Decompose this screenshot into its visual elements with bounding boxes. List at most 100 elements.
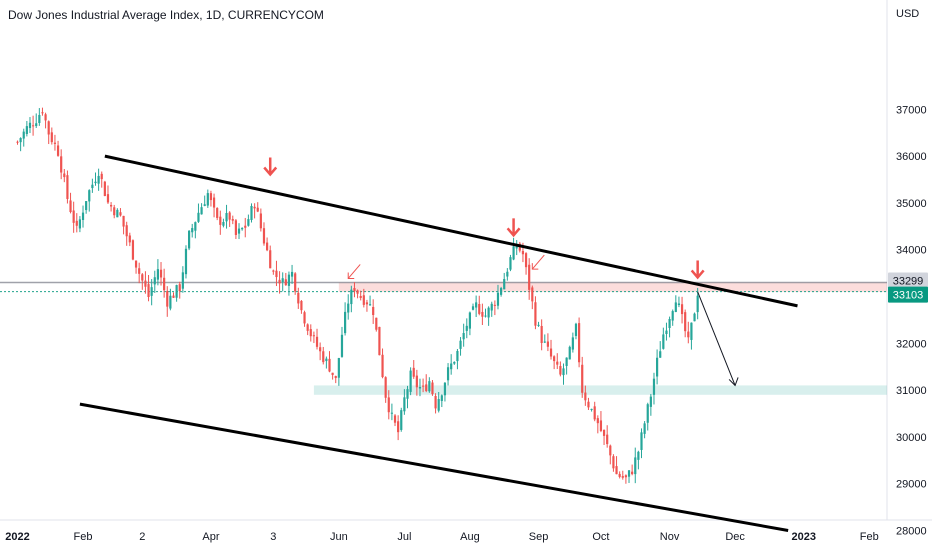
price-tag-label: 33103 bbox=[893, 290, 924, 302]
price-axis[interactable]: 3700036000350003400033000320003100030000… bbox=[896, 104, 927, 537]
candle-body bbox=[131, 240, 135, 260]
candle-body bbox=[66, 175, 69, 199]
candle-body bbox=[294, 273, 297, 292]
support-zone bbox=[313, 385, 887, 395]
candle-body bbox=[328, 358, 331, 372]
candle-body bbox=[19, 138, 22, 143]
candle-body bbox=[568, 346, 571, 360]
candle-body bbox=[22, 131, 25, 139]
candle-body bbox=[334, 375, 337, 379]
y-tick-label: 37000 bbox=[896, 104, 927, 116]
candle-body bbox=[634, 457, 637, 475]
candle-body bbox=[559, 366, 562, 375]
candle-body bbox=[35, 123, 38, 127]
candle-body bbox=[106, 194, 110, 203]
candle-body bbox=[662, 334, 665, 349]
candle-body bbox=[275, 270, 278, 278]
candle-body bbox=[200, 207, 203, 215]
candle-body bbox=[78, 219, 81, 229]
candle-body bbox=[490, 303, 493, 311]
candle-body bbox=[128, 235, 131, 243]
candle-body bbox=[496, 292, 500, 306]
candle-body bbox=[337, 358, 340, 378]
candle-body bbox=[537, 324, 540, 326]
candle-body bbox=[284, 279, 287, 286]
candle-body bbox=[440, 395, 443, 401]
candle-body bbox=[471, 306, 475, 310]
candle-body bbox=[184, 248, 188, 275]
small-red-arrow-head bbox=[347, 272, 355, 279]
candle-body bbox=[671, 311, 674, 321]
candle-body bbox=[269, 250, 272, 269]
candle-body bbox=[425, 384, 428, 391]
candle-body bbox=[85, 201, 88, 211]
candle-body bbox=[565, 357, 568, 366]
candle-body bbox=[281, 278, 284, 282]
candle-body bbox=[303, 312, 306, 324]
candle-body bbox=[94, 181, 97, 184]
candle-body bbox=[528, 264, 531, 290]
candle-body bbox=[119, 212, 122, 216]
candle-body bbox=[203, 204, 206, 206]
candle-body bbox=[684, 312, 687, 332]
candle-body bbox=[353, 288, 356, 292]
candle-body bbox=[38, 114, 41, 123]
candle-body bbox=[110, 204, 113, 207]
candle-body bbox=[222, 222, 225, 226]
annotations-layer bbox=[79, 154, 798, 532]
candle-body bbox=[97, 175, 100, 184]
candle-body bbox=[322, 351, 325, 363]
candle-body bbox=[350, 289, 353, 305]
candle-body bbox=[300, 300, 303, 311]
candle-body bbox=[553, 356, 556, 362]
candle-body bbox=[593, 406, 596, 420]
candle-body bbox=[581, 364, 584, 393]
candle-body bbox=[606, 434, 609, 445]
candle-body bbox=[602, 429, 606, 436]
candle-body bbox=[612, 456, 615, 469]
candle-body bbox=[25, 126, 28, 134]
candle-body bbox=[306, 324, 309, 331]
candle-body bbox=[521, 251, 525, 255]
lower-trendline bbox=[79, 402, 789, 532]
candle-body bbox=[618, 473, 621, 477]
candle-body bbox=[590, 408, 593, 410]
x-tick-label: 2022 bbox=[5, 531, 29, 543]
candle-body bbox=[637, 451, 640, 460]
candle-body bbox=[325, 358, 328, 362]
candle-body bbox=[649, 396, 652, 407]
candle-body bbox=[331, 372, 334, 375]
candle-body bbox=[225, 212, 228, 222]
x-tick-label: Feb bbox=[860, 531, 879, 543]
candles-layer bbox=[16, 107, 699, 484]
time-axis[interactable]: 2022 Feb 2 Apr 3 Jun Jul Aug Sep Oct Nov Dec 2023 Feb bbox=[5, 531, 878, 543]
candle-body bbox=[253, 206, 256, 209]
candle-body bbox=[178, 284, 181, 291]
y-tick-label: 29000 bbox=[896, 479, 927, 491]
candle-body bbox=[556, 361, 559, 365]
candle-body bbox=[63, 173, 66, 178]
candle-body bbox=[446, 367, 450, 381]
candle-body bbox=[172, 295, 175, 298]
candle-body bbox=[656, 357, 659, 377]
candle-body bbox=[309, 329, 312, 337]
candle-body bbox=[562, 368, 565, 376]
candle-body bbox=[515, 246, 518, 249]
x-tick-label: Jun bbox=[330, 531, 348, 543]
candle-body bbox=[347, 303, 350, 313]
candle-body bbox=[375, 317, 378, 330]
x-tick-label: Nov bbox=[660, 531, 680, 543]
candle-body bbox=[290, 271, 294, 277]
candle-body bbox=[403, 397, 406, 412]
candle-body bbox=[134, 260, 138, 268]
x-tick-label: Oct bbox=[592, 531, 609, 543]
candle-body bbox=[500, 288, 503, 295]
candle-body bbox=[362, 295, 365, 305]
candle-body bbox=[50, 132, 53, 143]
red-arrow-head bbox=[690, 269, 705, 280]
candle-body bbox=[234, 220, 237, 235]
candle-body bbox=[60, 156, 63, 173]
small-red-arrow-head bbox=[531, 263, 539, 270]
x-tick-label: Feb bbox=[74, 531, 93, 543]
